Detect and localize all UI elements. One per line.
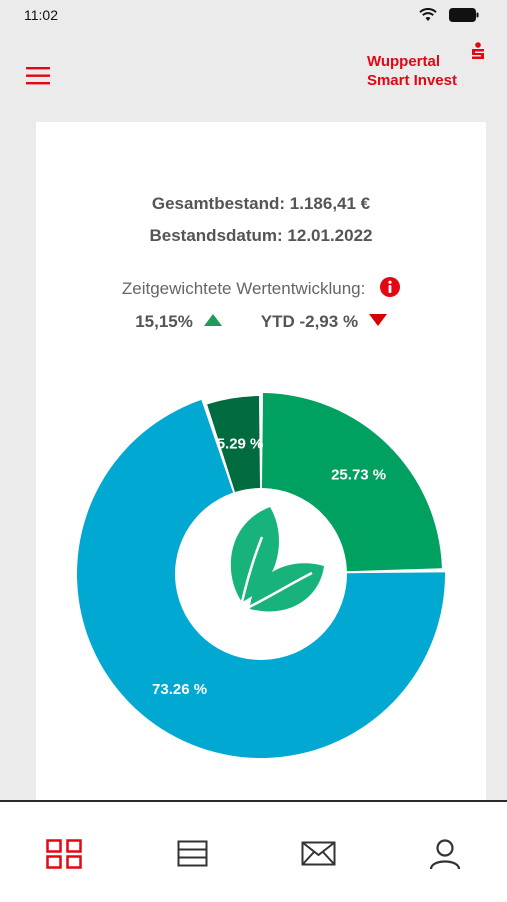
hamburger-menu-icon[interactable]	[26, 66, 52, 86]
status-time: 11:02	[24, 7, 58, 23]
performance-label-row: Zeitgewichtete Wertentwicklung:	[36, 277, 486, 299]
donut-slice[interactable]	[207, 396, 261, 493]
status-icons	[419, 8, 479, 22]
total-performance-value: 15,15%	[135, 312, 193, 331]
battery-icon	[449, 8, 479, 22]
slice-label: 5.29 %	[217, 436, 264, 453]
mail-icon	[301, 841, 336, 866]
info-icon[interactable]	[380, 277, 401, 297]
wifi-icon	[419, 8, 437, 21]
brand-line-1: Wuppertal	[366, 53, 441, 70]
tab-dashboard[interactable]	[44, 836, 84, 872]
brand-line-2: Smart Invest	[366, 72, 457, 89]
allocation-donut-chart: 25.73 % 73.26 % 5.29 %	[76, 393, 445, 758]
holdings-date: Bestandsdatum: 12.01.2022	[149, 226, 373, 245]
app-header: Wuppertal Smart Invest	[0, 32, 507, 120]
tab-messages[interactable]	[299, 836, 339, 872]
grid-icon	[46, 839, 82, 869]
user-icon	[429, 839, 461, 870]
status-bar: 11:02	[0, 0, 507, 32]
slice-label: 73.26 %	[152, 681, 207, 698]
ytd-performance-value: YTD -2,93 %	[260, 312, 359, 331]
slice-label: 25.73 %	[331, 466, 386, 483]
list-icon	[177, 840, 208, 867]
tab-list[interactable]	[173, 836, 213, 872]
total-holdings: Gesamtbestand: 1.186,41 €	[151, 194, 371, 213]
tab-profile[interactable]	[425, 836, 465, 872]
brand-name: Wuppertal Smart Invest	[367, 52, 457, 90]
sparkasse-logo-icon	[472, 42, 484, 59]
trend-up-icon	[203, 314, 222, 326]
portfolio-card: Gesamtbestand: 1.186,41 € Bestandsdatum:…	[36, 122, 486, 812]
trend-down-icon	[368, 314, 387, 326]
performance-values: 15,15% YTD -2,93 %	[36, 312, 486, 332]
donut-slice[interactable]	[261, 393, 442, 572]
donut-slice[interactable]	[76, 399, 445, 758]
portfolio-summary: Gesamtbestand: 1.186,41 € Bestandsdatum:…	[36, 188, 486, 252]
bottom-tab-bar	[0, 800, 507, 902]
leaf-icon	[221, 507, 324, 621]
performance-label: Zeitgewichtete Wertentwicklung:	[121, 279, 366, 298]
